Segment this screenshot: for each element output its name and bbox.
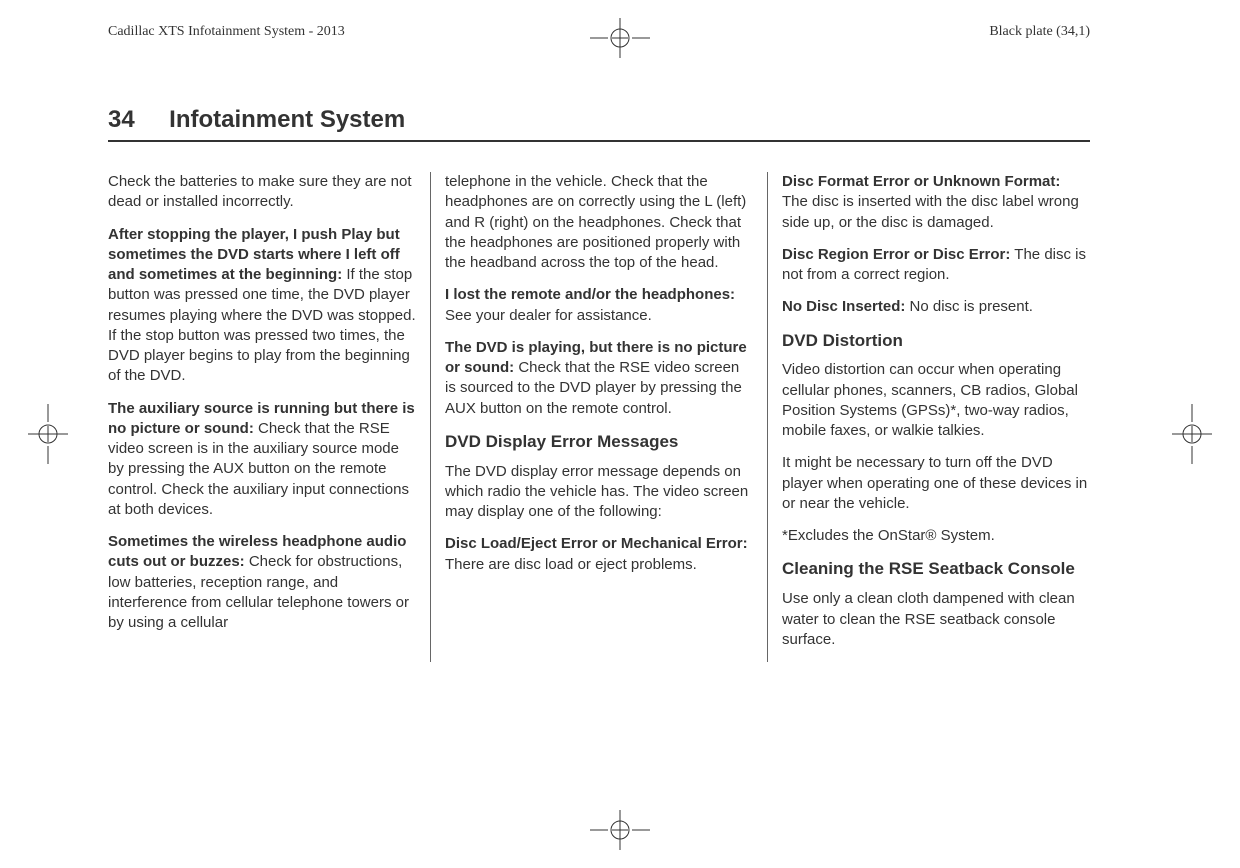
- body-text: Disc Region Error or Disc Error: The dis…: [782, 245, 1090, 286]
- crop-mark-bottom-icon: [590, 810, 650, 850]
- body-text: Check the batteries to make sure they ar…: [108, 172, 416, 213]
- body-text: *Excludes the OnStar® System.: [782, 526, 1090, 546]
- page-number: 34: [108, 106, 135, 133]
- crop-mark-top-icon: [590, 18, 650, 58]
- column-1: Check the batteries to make sure they ar…: [108, 172, 430, 662]
- body-text: No disc is present.: [905, 298, 1033, 315]
- body-text: No Disc Inserted: No disc is present.: [782, 297, 1090, 317]
- body-text: If the stop button was pressed one time,…: [108, 266, 416, 384]
- body-text: The DVD is playing, but there is no pict…: [445, 338, 753, 419]
- body-text: The DVD display error message depends on…: [445, 462, 753, 523]
- inline-label: Disc Format Error or Unknown Format:: [782, 173, 1060, 190]
- body-text: Disc Format Error or Unknown Format: The…: [782, 172, 1090, 233]
- inline-label: No Disc Inserted:: [782, 298, 905, 315]
- content-columns: Check the batteries to make sure they ar…: [108, 172, 1090, 662]
- body-text: I lost the remote and/or the headphones:…: [445, 285, 753, 326]
- crop-mark-left-icon: [28, 404, 68, 464]
- body-text: See your dealer for assistance.: [445, 307, 652, 324]
- body-text: telephone in the vehicle. Check that the…: [445, 172, 753, 273]
- header-left: Cadillac XTS Infotainment System - 2013: [108, 24, 345, 40]
- body-text: There are disc load or eject problems.: [445, 556, 697, 573]
- crop-mark-right-icon: [1172, 404, 1212, 464]
- body-text: Use only a clean cloth dampened with cle…: [782, 589, 1090, 650]
- column-2: telephone in the vehicle. Check that the…: [430, 172, 767, 662]
- body-text: The disc is inserted with the disc label…: [782, 193, 1079, 230]
- subheading: DVD Display Error Messages: [445, 431, 753, 454]
- body-text: Disc Load/Eject Error or Mechanical Erro…: [445, 534, 753, 575]
- inline-label: Disc Load/Eject Error or Mechanical Erro…: [445, 535, 748, 552]
- body-text: Video distortion can occur when operatin…: [782, 360, 1090, 441]
- inline-label: I lost the remote and/or the headphones:: [445, 286, 735, 303]
- body-text: Sometimes the wireless headphone audio c…: [108, 532, 416, 633]
- subheading: Cleaning the RSE Seatback Console: [782, 558, 1090, 581]
- inline-label: Disc Region Error or Disc Error:: [782, 246, 1010, 263]
- heading-rule: [108, 140, 1090, 142]
- subheading: DVD Distortion: [782, 330, 1090, 353]
- header-right: Black plate (34,1): [989, 24, 1090, 40]
- column-3: Disc Format Error or Unknown Format: The…: [767, 172, 1090, 662]
- body-text: It might be necessary to turn off the DV…: [782, 453, 1090, 514]
- page-title: Infotainment System: [169, 106, 405, 133]
- body-text: After stopping the player, I push Play b…: [108, 225, 416, 387]
- body-text: The auxiliary source is running but ther…: [108, 399, 416, 521]
